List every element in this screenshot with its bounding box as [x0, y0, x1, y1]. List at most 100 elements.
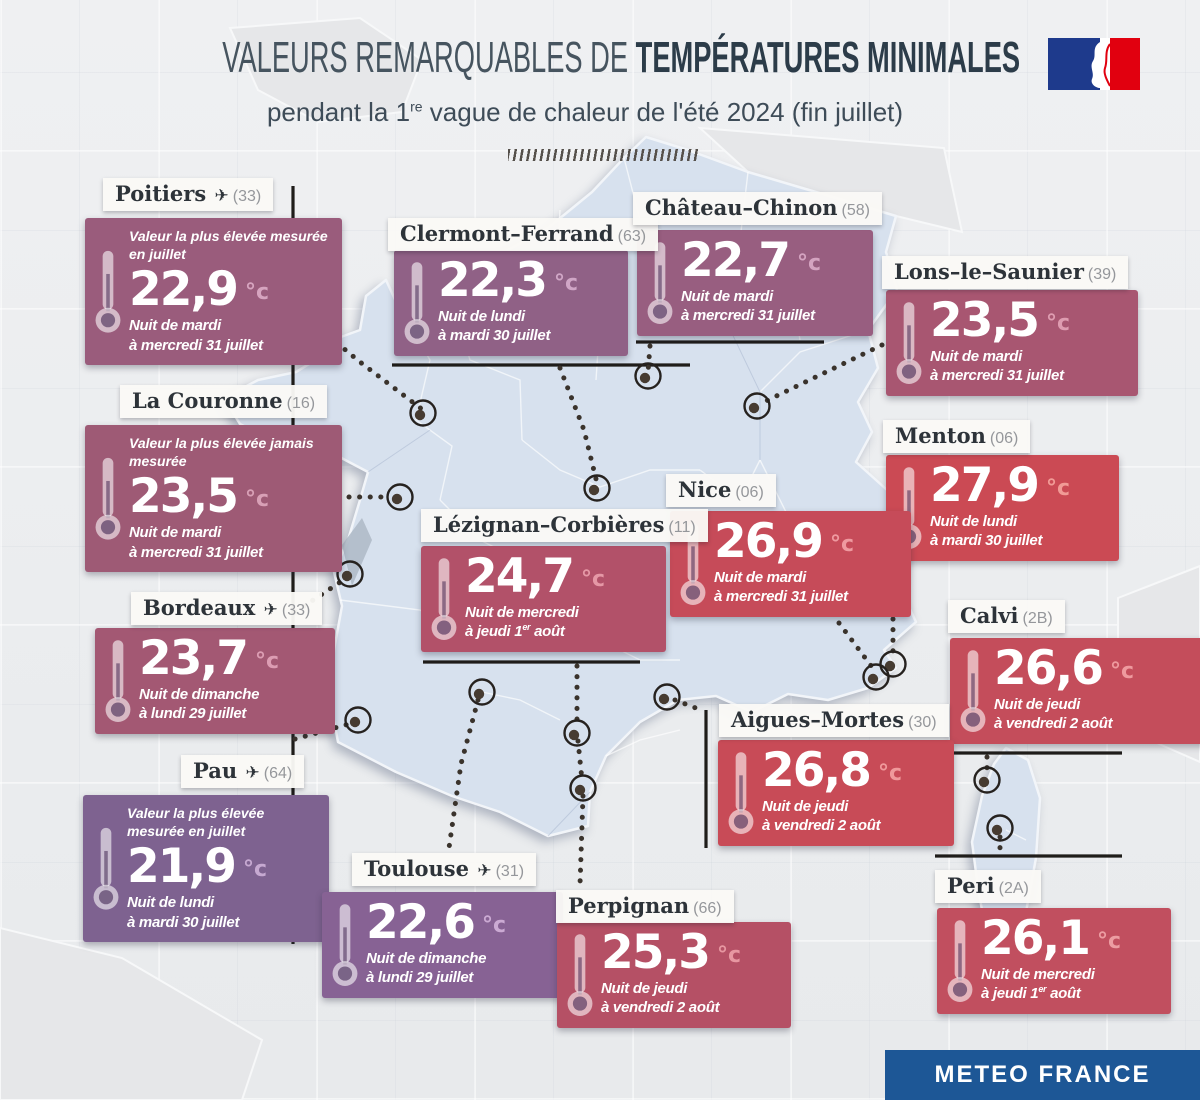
date-line1: Nuit de lundi — [438, 307, 525, 325]
date-line2: à jeudi 1er août — [465, 622, 565, 641]
thermometer-icon — [428, 556, 460, 642]
date-range: Nuit de lundi à mardi 30 juillet — [930, 512, 1113, 552]
date-line2: à mardi 30 juillet — [438, 327, 551, 345]
temperature-unit: °c — [716, 943, 742, 968]
card-body: 24,7 °c Nuit de mercredi à jeudi 1er aoû… — [465, 549, 660, 642]
temperature-card: 23,7 °c Nuit de dimanche à lundi 29 juil… — [95, 628, 335, 735]
date-range: Nuit de dimanche à lundi 29 juillet — [139, 685, 329, 725]
date-range: Nuit de mardi à mercredi 31 juillet — [681, 287, 867, 327]
temperature-value: 26,6 — [994, 641, 1104, 696]
temperature-row: 23,7 °c — [139, 631, 329, 686]
date-line2: à mercredi 31 juillet — [681, 307, 815, 325]
temperature-unit: °c — [580, 567, 606, 592]
temperature-card: 25,3 °c Nuit de jeudi à vendredi 2 août — [557, 922, 791, 1029]
date-line1: Nuit de mardi — [681, 287, 773, 305]
temperature-value: 26,9 — [714, 514, 824, 569]
temperature-unit: °c — [796, 251, 822, 276]
station-label: Lézignan–Corbières ✈(11) — [421, 509, 708, 542]
station-dept: (66) — [693, 900, 722, 917]
record-note: Valeur la plus élevée mesurée en juillet — [129, 228, 328, 262]
temperature-row: 22,9 °c — [129, 266, 336, 313]
station-dept: (64) — [263, 765, 293, 782]
temperature-card: 24,7 °c Nuit de mercredi à jeudi 1er aoû… — [421, 546, 666, 653]
temperature-unit: °c — [877, 761, 903, 786]
french-government-logo — [1048, 38, 1140, 90]
temperature-row: 25,3 °c — [601, 929, 785, 976]
temperature-unit: °c — [244, 280, 270, 306]
date-range: Nuit de jeudi à vendredi 2 août — [762, 797, 948, 837]
date-range: Nuit de mardi à mercredi 31 juillet — [129, 523, 336, 563]
station-label: Pau ✈ (64) — [181, 755, 305, 788]
date-range: Nuit de jeudi à vendredi 2 août — [601, 979, 785, 1019]
date-line1: Nuit de mardi — [930, 347, 1022, 365]
temperature-unit: °c — [1045, 476, 1071, 501]
station-dept: (31) — [495, 863, 525, 880]
temperature-value: 23,7 — [139, 631, 249, 686]
airport-icon: ✈ — [209, 186, 229, 206]
station-city: Toulouse — [364, 856, 469, 881]
thermometer-icon — [401, 260, 433, 346]
subtitle-sup: re — [410, 98, 423, 115]
title-light: VALEURS REMARQUABLES DE — [222, 33, 636, 82]
station-label: Bordeaux ✈ (33) — [131, 592, 323, 625]
temperature-value: 21,9 — [127, 839, 237, 895]
station-label: Poitiers ✈ (33) — [103, 178, 274, 211]
station-dept: (33) — [281, 602, 311, 619]
station-city: Nice — [678, 477, 732, 502]
station-city: Bordeaux — [143, 595, 256, 620]
station-label: Nice ✈(06) — [666, 474, 776, 507]
date-line1: Nuit de mardi — [714, 568, 806, 586]
card-body: 22,6 °c Nuit de dimanche à lundi 29 juil… — [366, 899, 557, 988]
temperature-value: 24,7 — [465, 549, 575, 604]
station-label: Lons–le–Saunier ✈(39) — [882, 256, 1129, 289]
station-city: Clermont–Ferrand — [400, 221, 614, 246]
date-line1: Nuit de mercredi — [465, 603, 579, 621]
thermometer-icon — [90, 805, 122, 932]
temperature-unit: °c — [829, 532, 855, 557]
thermometer-icon — [944, 918, 976, 1004]
station-city: Lézignan–Corbières — [433, 512, 665, 537]
temperature-unit: °c — [254, 649, 280, 674]
date-line1: Nuit de dimanche — [366, 949, 487, 967]
station-label: Perpignan ✈(66) — [556, 890, 734, 923]
temperature-card: 26,8 °c Nuit de jeudi à vendredi 2 août — [718, 740, 954, 847]
station-label: Clermont–Ferrand ✈(63) — [388, 218, 659, 251]
thermometer-icon — [957, 648, 989, 734]
station-label: Calvi ✈(2B) — [948, 600, 1065, 633]
card-body: Valeur la plus élevée mesurée en juillet… — [129, 228, 336, 355]
station-dept: (33) — [232, 188, 262, 205]
temperature-value: 26,1 — [981, 911, 1091, 966]
date-range: Nuit de mardi à mercredi 31 juillet — [714, 568, 905, 608]
temperature-unit: °c — [244, 487, 270, 513]
card-body: 22,3 °c Nuit de lundi à mardi 30 juillet — [438, 257, 622, 346]
station-label: Aigues–Mortes ✈(30) — [719, 704, 949, 737]
page-subtitle: pendant la 1re vague de chaleur de l'été… — [0, 97, 1170, 128]
date-line2: à vendredi 2 août — [601, 999, 720, 1017]
temperature-row: 22,7 °c — [681, 237, 867, 284]
date-line2: à mardi 30 juillet — [127, 913, 240, 931]
airport-icon: ✈ — [240, 763, 260, 783]
card-body: Valeur la plus élevée mesurée en juillet… — [127, 805, 323, 932]
card-body: 23,5 °c Nuit de mardi à mercredi 31 juil… — [930, 297, 1132, 386]
card-body: 26,1 °c Nuit de mercredi à jeudi 1er aoû… — [981, 911, 1165, 1004]
temperature-row: 24,7 °c — [465, 549, 660, 604]
temperature-row: 21,9 °c — [127, 839, 323, 895]
date-range: Nuit de jeudi à vendredi 2 août — [994, 695, 1200, 735]
station-dept: (06) — [989, 430, 1019, 447]
thermometer-icon — [92, 435, 124, 562]
card-body: 26,6 °c Nuit de jeudi à vendredi 2 août — [994, 641, 1200, 735]
date-line2: à lundi 29 juillet — [366, 969, 474, 987]
date-line1: Nuit de jeudi — [994, 695, 1081, 713]
temperature-unit: °c — [1096, 929, 1122, 954]
temperature-card: 26,6 °c Nuit de jeudi à vendredi 2 août — [950, 638, 1200, 745]
temperature-row: 23,5 °c — [930, 297, 1132, 344]
temperature-unit: °c — [1109, 659, 1135, 684]
record-note: Valeur la plus élevée jamais mesurée — [129, 435, 314, 469]
subtitle-post: vague de chaleur de l'été 2024 (fin juil… — [422, 97, 904, 127]
station-label: Château–Chinon ✈(58) — [633, 192, 882, 225]
card-body: 25,3 °c Nuit de jeudi à vendredi 2 août — [601, 929, 785, 1019]
station-dept: (2B) — [1022, 610, 1053, 627]
station-dept: (11) — [668, 519, 696, 536]
date-line2: à mardi 30 juillet — [930, 532, 1043, 550]
